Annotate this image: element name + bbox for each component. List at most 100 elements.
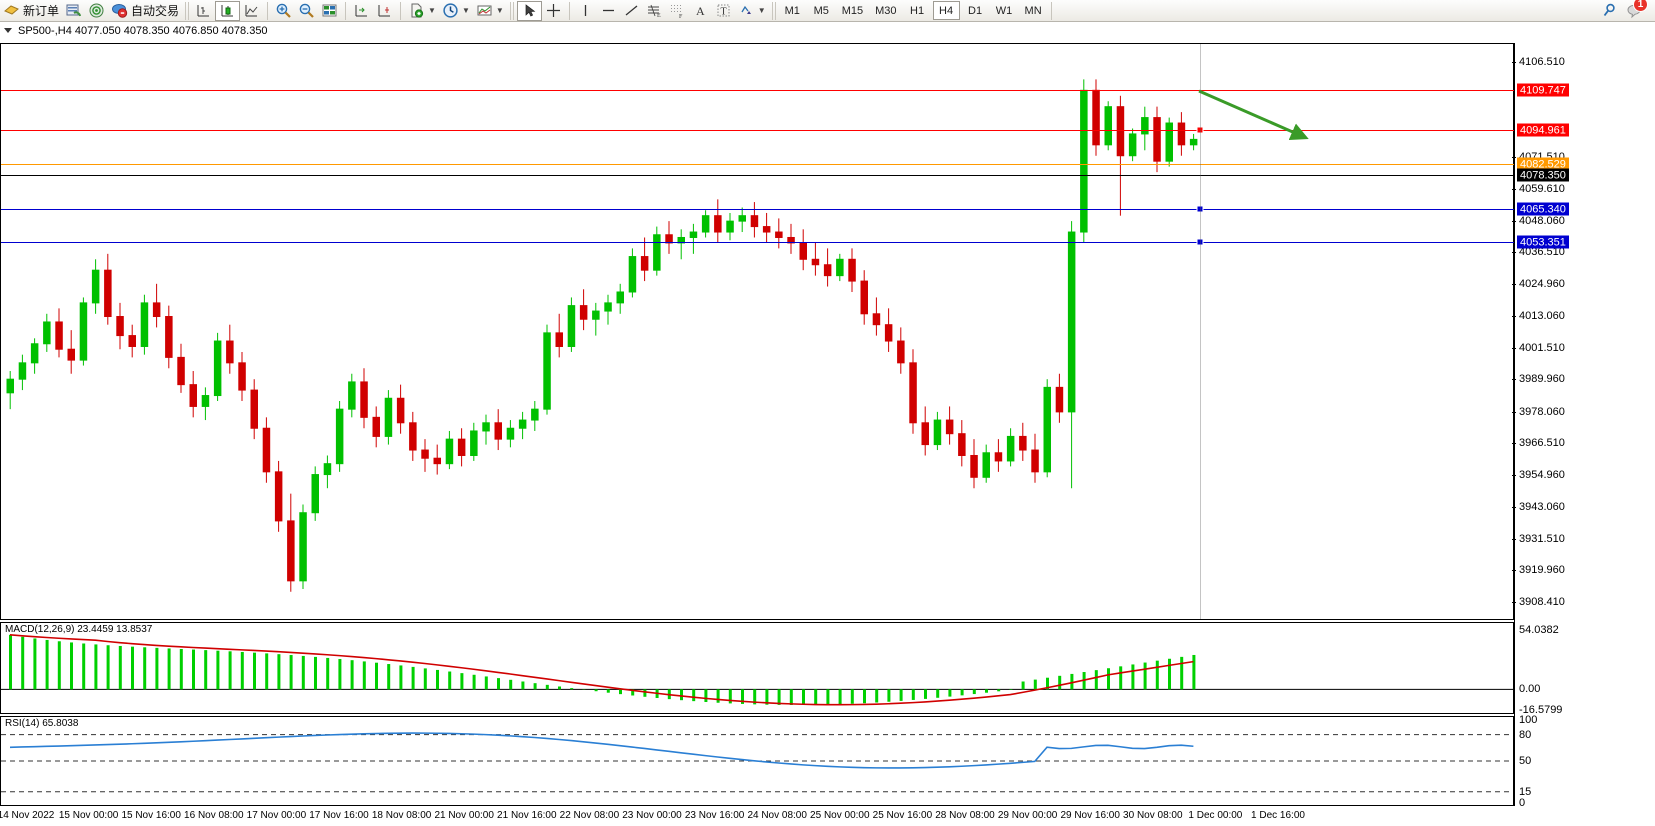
auto-scroll-button[interactable] — [373, 1, 396, 21]
objects-button[interactable]: ▼ — [735, 1, 769, 21]
chevron-down-icon-3[interactable]: ▼ — [495, 6, 504, 15]
chart-menu-triangle-icon[interactable] — [4, 28, 12, 33]
price-tick-label: 3966.510 — [1519, 437, 1565, 450]
trendline-button[interactable] — [620, 1, 643, 21]
hline-support-4053[interactable] — [1, 242, 1515, 243]
vline-button[interactable] — [574, 1, 597, 21]
new-order-button[interactable]: 新订单 — [0, 1, 62, 21]
time-axis-label: 29 Nov 16:00 — [1060, 810, 1120, 821]
price-tick — [1512, 601, 1516, 603]
chevron-down-icon[interactable]: ▼ — [428, 6, 436, 15]
text-label-icon: T — [715, 2, 732, 19]
signals-button[interactable] — [85, 1, 108, 21]
channel-button[interactable]: F — [666, 1, 689, 21]
toolbar-grip-3[interactable] — [771, 1, 776, 20]
timeframe-w1[interactable]: W1 — [995, 4, 1013, 17]
main-toolbar: 新订单 自动交易 — [0, 0, 1655, 22]
data-window-icon — [65, 2, 82, 19]
crosshair-button[interactable] — [542, 1, 565, 21]
price-tick — [1512, 538, 1516, 540]
down-trend-arrow[interactable] — [1191, 69, 1321, 154]
time-axis[interactable]: 14 Nov 2022 15 Nov 00:00 15 Nov 16:00 16 No… — [0, 808, 1514, 826]
price-axis[interactable]: 4106.5104071.5104059.6104048.0604036.510… — [1512, 43, 1655, 809]
svg-text:T: T — [720, 7, 726, 18]
chart-shift-icon — [353, 2, 370, 19]
price-pane[interactable] — [0, 43, 1515, 620]
price-tick — [1512, 157, 1516, 159]
fibonacci-button[interactable]: E — [643, 1, 666, 21]
new-order-label: 新订单 — [23, 4, 60, 18]
price-label-pivot[interactable]: 4082.529 — [1517, 157, 1569, 171]
auto-trading-button[interactable]: 自动交易 — [108, 1, 182, 21]
periods-button[interactable]: ▼ — [439, 1, 473, 21]
hline-handle-4053[interactable] — [1196, 238, 1204, 246]
time-axis-label: 15 Nov 16:00 — [121, 810, 181, 821]
indicators-button[interactable]: ▼ — [405, 1, 439, 21]
chart-window: SP500-,H4 4077.050 4078.350 4076.850 407… — [0, 22, 1655, 826]
macd-pane[interactable]: MACD(12,26,9) 23.4459 13.8537 — [0, 622, 1514, 714]
timeframe-d1[interactable]: D1 — [968, 4, 983, 17]
hline-handle-4065[interactable] — [1196, 205, 1204, 213]
price-tick — [1512, 379, 1516, 381]
chevron-down-icon-4[interactable]: ▼ — [757, 6, 766, 15]
search-icon[interactable] — [1601, 2, 1618, 19]
timeframe-m15[interactable]: M15 — [841, 4, 864, 17]
price-label-support[interactable]: 4053.351 — [1517, 235, 1569, 249]
hline-handle-4094[interactable] — [1196, 126, 1204, 134]
timeframe-m5[interactable]: M5 — [813, 4, 829, 17]
toolbar-grip-2[interactable] — [509, 1, 514, 20]
hline-support-4065[interactable] — [1, 209, 1515, 210]
grid-button[interactable] — [318, 1, 341, 21]
hline-button[interactable] — [597, 1, 620, 21]
price-label-support[interactable]: 4065.340 — [1517, 202, 1569, 216]
grid-icon — [321, 2, 338, 19]
zoom-in-icon — [275, 2, 292, 19]
chevron-down-icon-2[interactable]: ▼ — [461, 6, 470, 15]
hline-pivot-4082[interactable] — [1, 164, 1515, 165]
candlestick-chart-type-button[interactable] — [215, 0, 241, 21]
timeframe-m30[interactable]: M30 — [875, 4, 897, 17]
price-label-last-price[interactable]: 4078.350 — [1517, 168, 1569, 182]
auto-trading-label: 自动交易 — [131, 4, 180, 18]
time-axis-label: 23 Nov 00:00 — [622, 810, 682, 821]
hline-resistance-4094[interactable] — [1, 130, 1515, 131]
notification-icon[interactable]: 1 — [1626, 0, 1648, 19]
timeframe-h1[interactable]: H1 — [910, 4, 925, 17]
time-axis-label: 21 Nov 00:00 — [434, 810, 494, 821]
time-axis-label: 23 Nov 16:00 — [684, 810, 745, 821]
time-axis-label: 24 Nov 08:00 — [747, 810, 807, 821]
timeframe-group: M1 M5 M15 M30 H1 H4 D1 W1 MN — [779, 1, 1047, 20]
templates-button[interactable]: ▼ — [473, 1, 507, 21]
price-tick — [1512, 283, 1516, 285]
auto-trading-icon — [111, 2, 128, 19]
chart-shift-button[interactable] — [350, 1, 373, 21]
indicator-axis-label: 80 — [1519, 728, 1532, 741]
timeframe-h4[interactable]: H4 — [932, 1, 960, 20]
fibonacci-icon: E — [646, 2, 663, 19]
toolbar-grip[interactable] — [185, 1, 190, 20]
bar-chart-type-button[interactable] — [192, 1, 215, 21]
text-label-button[interactable]: T — [712, 1, 735, 21]
text-button[interactable]: A — [689, 1, 712, 21]
price-candles — [6, 79, 1198, 592]
price-label-resistance[interactable]: 4109.747 — [1517, 83, 1569, 97]
price-tick-label: 4036.510 — [1519, 246, 1565, 259]
zoom-out-button[interactable] — [295, 1, 318, 21]
zoom-in-button[interactable] — [272, 1, 295, 21]
price-tick-label: 4024.960 — [1519, 277, 1565, 290]
hline-resistance-4109[interactable] — [1, 90, 1515, 91]
price-label-resistance[interactable]: 4094.961 — [1517, 123, 1569, 137]
time-axis-label: 21 Nov 16:00 — [497, 810, 557, 821]
toolbar-separator-3 — [400, 1, 402, 20]
price-tick-label: 4013.060 — [1519, 310, 1565, 323]
timeframe-m1[interactable]: M1 — [784, 4, 800, 17]
cursor-button[interactable] — [516, 0, 542, 21]
hline-last-price-4078 — [1, 175, 1515, 176]
rsi-pane[interactable]: RSI(14) 65.8038 — [0, 716, 1514, 806]
price-tick — [1512, 252, 1516, 254]
macd-title: MACD(12,26,9) 23.4459 13.8537 — [5, 624, 153, 635]
rsi-title: RSI(14) 65.8038 — [5, 718, 79, 729]
timeframe-mn[interactable]: MN — [1024, 4, 1042, 17]
line-chart-type-button[interactable] — [240, 1, 263, 21]
data-window-button[interactable] — [62, 1, 85, 21]
